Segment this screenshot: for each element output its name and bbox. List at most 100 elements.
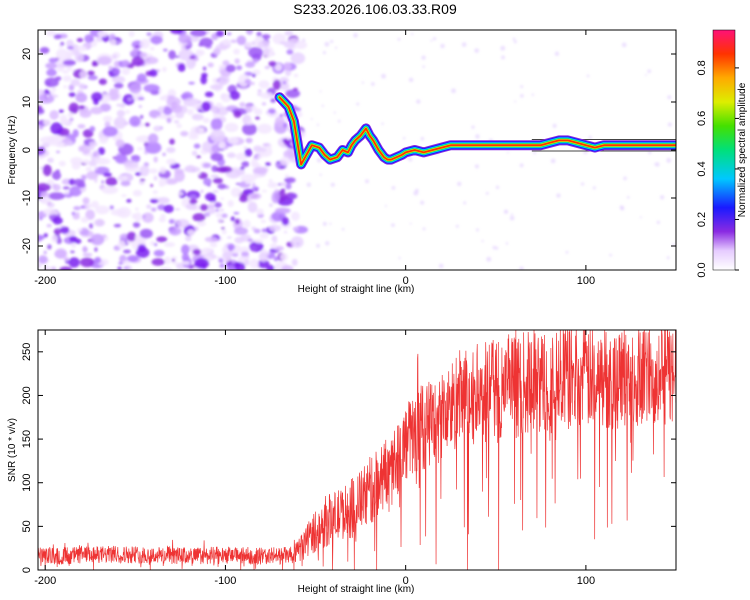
noise-blob	[197, 173, 201, 176]
noise-blob	[240, 251, 250, 257]
noise-dot	[505, 242, 509, 245]
noise-blob	[283, 231, 288, 234]
noise-blob	[271, 211, 286, 222]
noise-dot	[486, 256, 492, 262]
noise-blob	[169, 138, 175, 145]
noise-blob	[80, 216, 89, 223]
noise-dot	[647, 69, 652, 74]
noise-blob	[164, 256, 171, 265]
noise-dot	[306, 182, 312, 188]
noise-blob	[203, 177, 212, 186]
noise-blob	[84, 34, 94, 43]
top-y-tick-label: 0	[21, 147, 33, 153]
noise-blob	[126, 255, 139, 263]
noise-blob	[123, 266, 129, 270]
noise-blob	[70, 250, 75, 254]
noise-blob	[128, 31, 135, 37]
noise-blob	[91, 200, 99, 209]
noise-blob	[248, 192, 262, 200]
noise-blob	[76, 45, 87, 52]
noise-blob	[248, 46, 264, 59]
noise-blob	[188, 81, 195, 85]
noise-dot	[316, 157, 322, 163]
noise-blob	[99, 137, 108, 144]
noise-blob	[82, 197, 90, 205]
noise-blob	[244, 148, 253, 157]
noise-blob	[256, 208, 264, 215]
noise-blob	[70, 78, 81, 87]
noise-blob	[189, 198, 198, 205]
noise-blob	[210, 152, 224, 162]
noise-blob	[243, 188, 254, 195]
noise-blob	[94, 247, 98, 252]
noise-blob	[163, 48, 168, 52]
bottom-y-axis-title: SNR (10 * v/v)	[7, 418, 18, 482]
noise-blob	[269, 243, 278, 249]
noise-blob	[249, 245, 257, 252]
noise-blob	[178, 191, 184, 196]
noise-blob	[262, 248, 267, 254]
noise-blob	[45, 62, 58, 69]
top-y-tick-label: 20	[21, 48, 33, 60]
noise-blob	[48, 57, 59, 63]
noise-dot	[333, 111, 336, 114]
noise-blob	[221, 93, 231, 103]
noise-blob	[284, 30, 294, 36]
noise-blob	[163, 107, 173, 116]
noise-blob	[87, 70, 95, 76]
noise-dot	[514, 100, 517, 103]
noise-blob	[136, 147, 144, 151]
noise-blob	[149, 240, 155, 246]
colorbar-label: Normalized spectral amplitude	[737, 82, 748, 217]
noise-blob	[68, 257, 80, 268]
noise-blob	[244, 179, 251, 185]
noise-blob	[62, 70, 69, 74]
noise-dot	[321, 104, 325, 108]
noise-blob	[168, 50, 176, 60]
noise-dot	[310, 117, 313, 121]
noise-blob	[77, 182, 86, 188]
noise-blob	[38, 255, 48, 264]
noise-blob	[256, 31, 262, 38]
bottom-x-tick-label: -200	[34, 575, 56, 587]
noise-blob	[127, 97, 133, 101]
bottom-y-tick-label: 50	[21, 520, 33, 532]
noise-blob	[202, 162, 212, 169]
noise-blob	[267, 182, 278, 188]
noise-blob	[63, 190, 70, 195]
noise-blob	[95, 205, 110, 215]
noise-blob	[207, 207, 216, 215]
noise-blob	[144, 122, 150, 127]
noise-blob	[150, 183, 154, 187]
noise-blob	[215, 102, 223, 109]
noise-dot	[430, 39, 433, 42]
snr-panel: -200 -100 0 100 0 50 100 150 200 250	[21, 329, 677, 587]
noise-blob	[257, 123, 273, 134]
noise-blob	[257, 155, 263, 159]
noise-blob	[123, 161, 139, 169]
noise-blob	[222, 38, 231, 46]
noise-blob	[162, 66, 167, 73]
noise-blob	[129, 83, 142, 94]
noise-blob	[116, 109, 126, 117]
noise-blob	[55, 169, 60, 173]
noise-blob	[92, 219, 106, 227]
noise-blob	[123, 249, 131, 254]
noise-blob	[201, 101, 211, 112]
noise-blob	[98, 78, 107, 85]
noise-blob	[188, 134, 199, 140]
noise-dot	[364, 179, 370, 184]
noise-blob	[51, 94, 59, 98]
noise-blob	[112, 75, 126, 84]
noise-blob	[121, 67, 131, 76]
noise-blob	[39, 47, 50, 54]
ridge-band-red	[278, 96, 676, 166]
noise-blob	[135, 135, 152, 143]
noise-blob	[126, 199, 132, 203]
noise-blob	[80, 205, 85, 209]
noise-dot	[520, 85, 524, 89]
noise-blob	[192, 104, 201, 110]
noise-blob	[74, 52, 84, 63]
noise-dot	[463, 201, 467, 205]
noise-blob	[254, 239, 264, 244]
